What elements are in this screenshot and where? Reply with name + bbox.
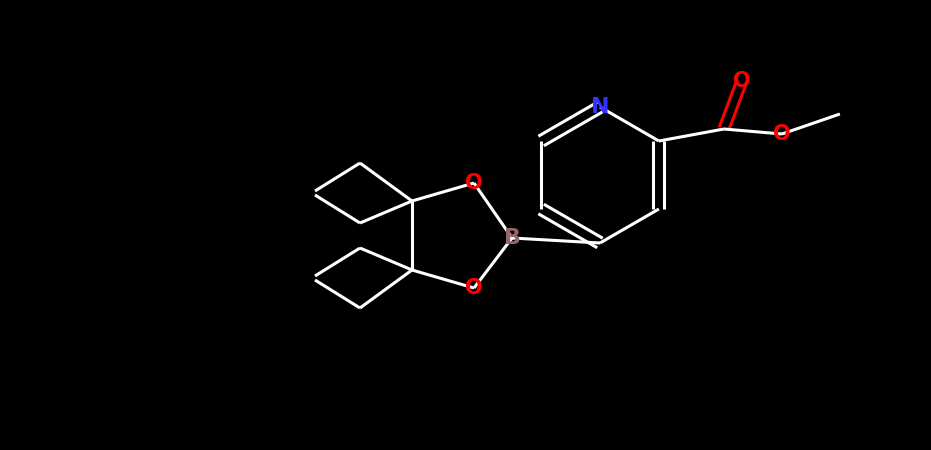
Text: O: O <box>466 278 483 298</box>
Text: B: B <box>504 228 520 248</box>
Text: O: O <box>773 124 790 144</box>
Text: N: N <box>591 97 609 117</box>
Text: O: O <box>733 71 750 91</box>
Text: O: O <box>466 173 483 193</box>
